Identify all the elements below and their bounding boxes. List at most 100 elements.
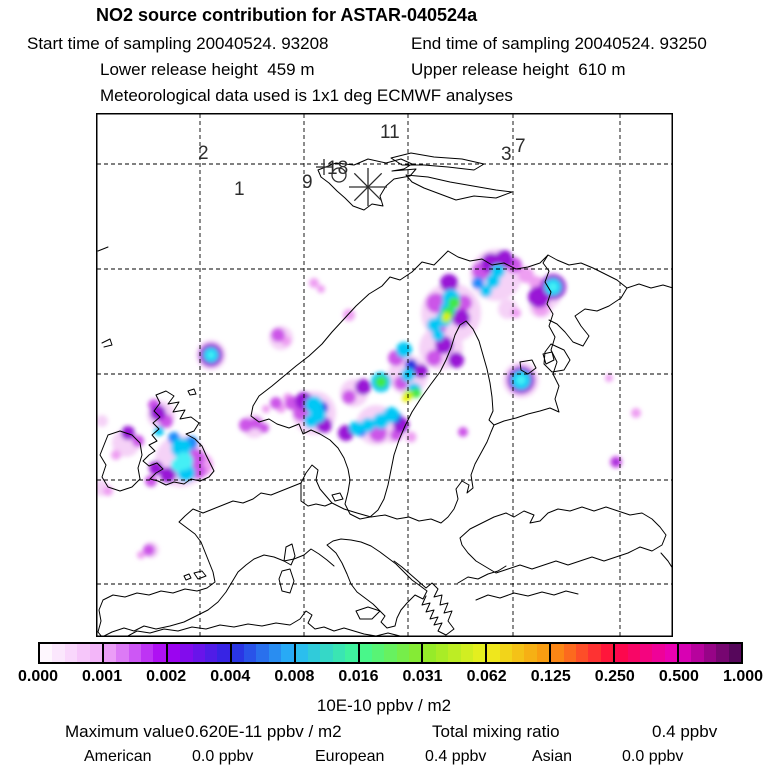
coast-islands-africa: [97, 246, 401, 637]
colorbar-tick-label: 0.062: [466, 668, 507, 685]
hotspot-med: [426, 350, 442, 366]
colorbar-cell: [64, 644, 78, 662]
hotspot-lt: [262, 405, 270, 413]
hotspot-bcyan: [548, 282, 558, 292]
map-number-label: 2: [198, 143, 209, 164]
hotspot-cyan: [373, 413, 389, 429]
colorbar-cell: [460, 644, 473, 662]
colorbar-cell: [703, 644, 717, 662]
hotspot-pale: [96, 415, 108, 427]
colorbar-cell: [40, 644, 53, 662]
coast-turkey: [457, 565, 579, 601]
coast-scandinavia: [250, 250, 560, 520]
colorbar-cell: [576, 644, 589, 662]
colorbar-cell: [448, 644, 461, 662]
hotspot-deep: [121, 426, 135, 440]
colorbar-cell: [217, 644, 230, 662]
colorbar-tick-label: 0.002: [146, 668, 187, 685]
map-border: [96, 113, 673, 637]
colorbar-tick-label: 0.000: [17, 668, 59, 685]
colorbar-cell: [116, 644, 129, 662]
colorbar-cell: [652, 644, 665, 662]
hotspot-med: [145, 475, 157, 487]
coast-arctic-russia: [447, 250, 673, 375]
hotspot-deep: [440, 274, 458, 292]
coast-svalbard: [317, 152, 513, 211]
hotspot-green: [448, 297, 460, 309]
colorbar-cell: [231, 644, 245, 662]
colorbar-tick-label: 0.008: [274, 668, 315, 685]
colorbar-cell: [691, 644, 704, 662]
hotspot-med: [271, 328, 285, 342]
colorbar-cell: [487, 644, 500, 662]
region-european-label: European: [315, 748, 385, 765]
hotspot-lt: [103, 486, 113, 496]
map-number-label: 11: [380, 122, 400, 143]
hotspot-med: [259, 423, 269, 433]
colorbar-tick-label: 1.000: [722, 668, 764, 685]
colorbar-segment: [165, 644, 230, 662]
hotspot-cyan: [154, 426, 164, 436]
colorbar-cell: [52, 644, 65, 662]
colorbar-cell: [77, 644, 90, 662]
colorbar-cell: [103, 644, 117, 662]
hotspot-bcyan: [207, 351, 215, 359]
colorbar-cell: [472, 644, 486, 662]
colorbar-tick-label: 0.500: [658, 668, 699, 685]
colorbar-cell: [141, 644, 154, 662]
hotspot-lt: [343, 309, 355, 321]
colorbar-cell: [180, 644, 193, 662]
asterisk-marker: [349, 168, 387, 206]
hotspot-deep: [160, 467, 176, 483]
hotspot-lt: [631, 408, 641, 418]
hotspot-med: [143, 544, 155, 556]
colorbar-tick-label: 0.004: [210, 668, 251, 685]
colorbar-cell: [524, 644, 537, 662]
hotspot-deep: [150, 405, 166, 421]
total-mixing-ratio-label: Total mixing ratio: [432, 722, 560, 741]
colorbar-segment: [40, 644, 102, 662]
colorbar: [38, 642, 743, 664]
lower-release-height-text: Lower release height 459 m: [100, 60, 315, 79]
hotspot-deep: [452, 309, 470, 327]
colorbar-cell: [664, 644, 678, 662]
colorbar-segment: [613, 644, 678, 662]
map-number-label: 7: [515, 136, 526, 157]
meteo-data-text: Meteorological data used is 1x1 deg ECMW…: [100, 86, 513, 105]
hotspot-yellow: [402, 394, 410, 402]
colorbar-cell: [308, 644, 321, 662]
map-number-label: 1: [234, 179, 245, 200]
colorbar-cell: [244, 644, 257, 662]
colorbar-cell: [295, 644, 308, 662]
colorbar-cell: [268, 644, 282, 662]
hotspot-bcyan: [516, 375, 526, 385]
colorbar-cell: [563, 644, 576, 662]
colorbar-cell: [359, 644, 372, 662]
hotspot-cyan: [432, 329, 444, 341]
hotspot-cyan: [480, 285, 492, 297]
coastlines: [97, 152, 673, 637]
colorbar-segment: [677, 644, 741, 662]
colorbar-cell: [627, 644, 640, 662]
colorbar-cell: [679, 644, 692, 662]
coast-balkans-greece: [393, 560, 455, 636]
colorbar-cell: [536, 644, 550, 662]
colorbar-tick-label: 0.250: [594, 668, 635, 685]
hotspot-med: [456, 295, 472, 311]
colorbar-cell: [499, 644, 513, 662]
colorbar-cell: [716, 644, 729, 662]
region-asian-value: 0.0 ppbv: [622, 748, 684, 765]
hotspot-lt: [406, 432, 416, 442]
region-european-value: 0.4 ppbv: [425, 748, 487, 765]
map-number-label: 3: [501, 144, 512, 165]
hotspot-deep: [448, 352, 464, 368]
max-value: 0.620E-11 ppbv / m2: [185, 722, 342, 741]
map-number-label: 9: [302, 172, 313, 193]
colorbar-cell: [332, 644, 346, 662]
colorbar-tick-label: 0.031: [402, 668, 443, 685]
circle-marker: [331, 167, 347, 183]
colorbar-unit-label: 10E-10 ppbv / m2: [316, 696, 452, 715]
colorbar-cell: [167, 644, 181, 662]
